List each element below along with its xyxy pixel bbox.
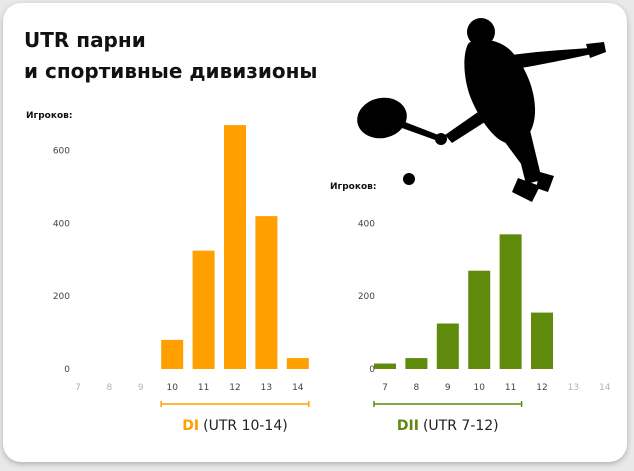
x-tick-label: 11 bbox=[505, 383, 516, 393]
tennis-player-silhouette-icon bbox=[357, 18, 606, 202]
bar-10 bbox=[161, 339, 184, 369]
y-tick-label: 400 bbox=[358, 219, 375, 229]
tennis-ball-icon bbox=[403, 173, 415, 185]
division-name: DII bbox=[397, 418, 419, 434]
y-tick-label: 200 bbox=[53, 292, 70, 302]
x-tick-label: 13 bbox=[568, 383, 579, 393]
bar-8 bbox=[405, 358, 428, 369]
division-caption: DI (UTR 10-14) bbox=[182, 418, 287, 434]
x-tick-label: 7 bbox=[382, 383, 388, 393]
division-name: DI bbox=[182, 418, 199, 434]
x-tick-label: 9 bbox=[445, 383, 451, 393]
x-tick-label: 12 bbox=[536, 383, 547, 393]
x-tick-label: 7 bbox=[75, 383, 81, 393]
x-tick-label: 10 bbox=[166, 383, 178, 393]
y-tick-label: 600 bbox=[53, 147, 70, 157]
x-tick-label: 10 bbox=[473, 383, 485, 393]
chart-title-line-2: и спортивные дивизионы bbox=[24, 59, 318, 83]
division-range: (UTR 10-14) bbox=[203, 418, 288, 434]
bar-7 bbox=[374, 363, 396, 369]
bar-14 bbox=[286, 358, 309, 369]
x-tick-label: 9 bbox=[138, 383, 144, 393]
dii-histogram: Игроков: 0 200 400 7 8 9 10 11 12 13 14 DII (UTR 7-12… bbox=[330, 182, 611, 434]
bar-12 bbox=[531, 312, 553, 369]
y-tick-label: 0 bbox=[64, 365, 70, 375]
x-tick-label: 11 bbox=[198, 383, 209, 393]
x-tick-label: 13 bbox=[261, 383, 272, 393]
x-tick-label: 8 bbox=[107, 383, 113, 393]
x-tick-label: 8 bbox=[414, 383, 420, 393]
y-tick-label: 200 bbox=[358, 292, 375, 302]
di-histogram: Игроков: 0 200 400 600 7 8 9 10 11 12 13 14 DI (UTR 10… bbox=[26, 111, 310, 434]
y-tick-label: 400 bbox=[53, 219, 70, 229]
bar-10 bbox=[468, 270, 491, 369]
division-caption: DII (UTR 7-12) bbox=[397, 418, 499, 434]
division-range: (UTR 7-12) bbox=[423, 418, 499, 434]
bar-11 bbox=[499, 234, 522, 369]
y-axis-label: Игроков: bbox=[330, 182, 376, 192]
x-tick-label: 12 bbox=[229, 383, 240, 393]
y-tick-label: 0 bbox=[369, 365, 375, 375]
division-bracket bbox=[160, 401, 310, 407]
x-tick-label: 14 bbox=[599, 383, 611, 393]
chart-title-line-1: UTR парни bbox=[24, 28, 146, 52]
y-axis-label: Игроков: bbox=[26, 111, 72, 121]
division-bracket bbox=[373, 401, 523, 407]
bar-11 bbox=[192, 250, 215, 369]
bar-9 bbox=[436, 323, 459, 369]
bar-13 bbox=[255, 216, 278, 369]
bar-12 bbox=[224, 125, 246, 370]
x-tick-label: 14 bbox=[292, 383, 304, 393]
